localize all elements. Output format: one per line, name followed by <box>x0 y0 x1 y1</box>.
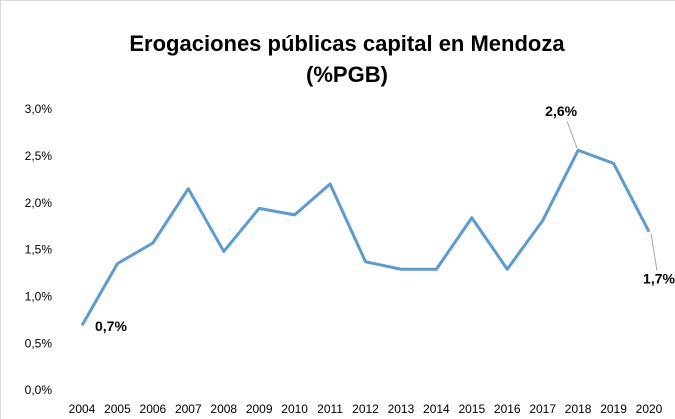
chart-subtitle: (%PGB) <box>306 62 388 87</box>
data-label: 2,6% <box>545 103 577 119</box>
y-tick-label: 1,0% <box>25 290 53 304</box>
leader-line <box>566 121 578 149</box>
x-tick-label: 2019 <box>600 402 627 416</box>
y-tick-label: 2,5% <box>25 149 53 163</box>
x-tick-label: 2014 <box>423 402 450 416</box>
data-label: 1,7% <box>643 270 675 286</box>
data-label: 0,7% <box>95 318 127 334</box>
x-tick-label: 2004 <box>69 402 96 416</box>
x-tick-label: 2013 <box>388 402 415 416</box>
x-tick-label: 2017 <box>529 402 556 416</box>
y-tick-label: 0,5% <box>25 336 53 350</box>
y-tick-label: 2,0% <box>25 196 53 210</box>
x-tick-label: 2007 <box>175 402 202 416</box>
x-tick-label: 2005 <box>104 402 131 416</box>
x-tick-label: 2010 <box>281 402 308 416</box>
x-tick-label: 2011 <box>317 402 343 416</box>
x-tick-label: 2016 <box>494 402 521 416</box>
line <box>80 148 651 327</box>
x-tick-label: 2009 <box>246 402 273 416</box>
chart-title: Erogaciones públicas capital en Mendoza <box>129 31 565 56</box>
y-tick-label: 0,0% <box>25 383 53 397</box>
x-tick-label: 2020 <box>636 402 663 416</box>
y-tick-label: 1,5% <box>25 243 53 257</box>
x-tick-label: 2015 <box>458 402 485 416</box>
x-tick-label: 2006 <box>140 402 167 416</box>
x-tick-label: 2008 <box>210 402 237 416</box>
x-tick-label: 2012 <box>352 402 379 416</box>
x-tick-label: 2018 <box>565 402 592 416</box>
leader-line <box>650 233 658 271</box>
y-tick-label: 3,0% <box>25 102 53 116</box>
